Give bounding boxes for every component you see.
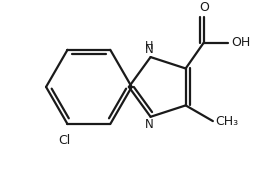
Text: CH₃: CH₃	[216, 115, 239, 128]
Text: N: N	[145, 43, 153, 56]
Text: H: H	[145, 41, 153, 51]
Text: Cl: Cl	[58, 134, 71, 147]
Text: O: O	[199, 1, 209, 14]
Text: OH: OH	[231, 36, 250, 49]
Text: N: N	[145, 118, 153, 131]
